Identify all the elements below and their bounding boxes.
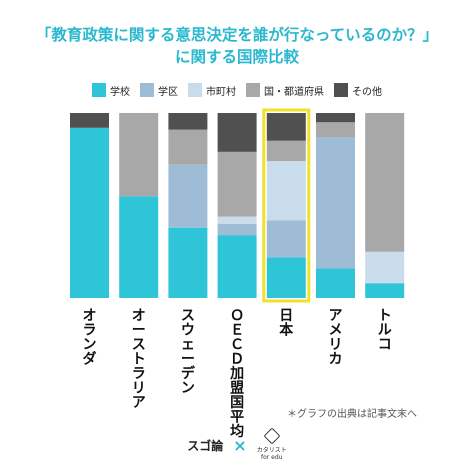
bar-segment: [365, 283, 405, 298]
legend-item-other: その他: [334, 83, 382, 98]
footnote: ＊グラフの出典は記事文末へ: [287, 409, 417, 420]
bar-segment: [217, 216, 257, 224]
bar-segment: [365, 251, 405, 284]
footer: スゴ論 × カタリスト for edu: [0, 427, 474, 461]
legend-swatch: [246, 83, 260, 97]
highlight-frame: [262, 108, 311, 303]
category-label: アメリカ: [329, 308, 343, 368]
legend-label: 国・都道府県: [264, 86, 324, 98]
legend-item-municipality: 市町村: [188, 83, 236, 98]
title-line-1: 「教育政策に関する意思決定を誰が行なっているのか？」: [35, 26, 439, 44]
bar-segment: [70, 113, 109, 128]
title-line-2: に関する国際比較: [174, 48, 299, 66]
legend-item-national: 国・都道府県: [246, 83, 324, 98]
legend-label: 学校: [110, 86, 130, 98]
bar-segment: [119, 113, 159, 197]
bar-segment: [168, 164, 208, 228]
legend-swatch: [92, 83, 106, 97]
legend-swatch: [188, 83, 202, 97]
bar-segment: [266, 257, 306, 298]
bar-segment: [168, 129, 208, 165]
legend-item-district: 学区: [140, 83, 178, 98]
chart-title: 「教育政策に関する意思決定を誰が行なっているのか？」 に関する国際比較: [0, 24, 474, 68]
category-label: トルコ: [378, 308, 392, 353]
bar-segment: [266, 140, 306, 162]
catalyst-logo-icon: [263, 427, 281, 444]
bar-segment: [266, 161, 306, 221]
bar-segment: [70, 127, 109, 298]
bar-segment: [119, 196, 159, 298]
category-label: オーストラリア: [132, 308, 146, 411]
bar-segment: [316, 137, 355, 269]
legend-label: 学区: [158, 86, 178, 98]
bar-segment: [316, 122, 355, 138]
bar-segment: [217, 151, 257, 217]
bar-segment: [266, 220, 306, 258]
bar-segment: [365, 113, 405, 252]
bar-segment: [316, 113, 355, 123]
legend-swatch: [140, 83, 154, 97]
category-label: オランダ: [83, 308, 97, 368]
bar-segment: [217, 224, 257, 236]
legend-label: その他: [352, 86, 382, 98]
bar-segment: [217, 113, 257, 152]
category-label: ＯＥＣＤ加盟国平均: [229, 308, 244, 440]
bar-segment: [266, 113, 306, 141]
brand-catalyst: カタリスト for edu: [256, 427, 287, 461]
legend-item-school: 学校: [92, 83, 130, 98]
cross-icon: ×: [233, 435, 247, 455]
legend-swatch: [334, 83, 348, 97]
brand-catalyst-name: カタリスト: [256, 446, 287, 454]
bar-segment: [168, 113, 208, 130]
bar-segment: [316, 268, 355, 298]
legend: 学校 学区 市町村 国・都道府県 その他: [92, 82, 392, 98]
category-label: 日本: [279, 308, 294, 339]
legend-label: 市町村: [206, 86, 236, 98]
bar-segment: [168, 227, 208, 298]
brand-sugoron: スゴ論: [187, 438, 224, 453]
bar-segment: [217, 235, 257, 298]
category-label: スウェーデン: [181, 308, 196, 397]
brand-catalyst-sub: for edu: [260, 453, 283, 461]
